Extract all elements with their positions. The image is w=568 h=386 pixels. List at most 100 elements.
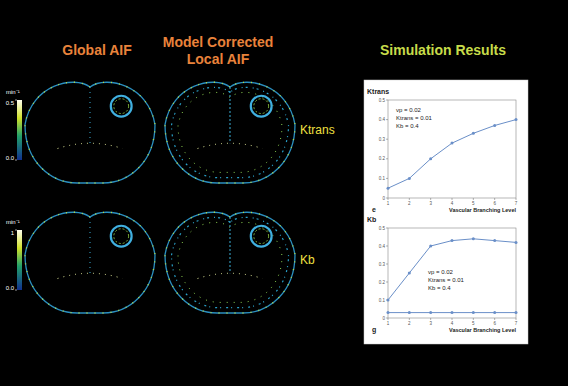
annotation: Kb = 0.4 [428, 285, 451, 291]
point [387, 311, 390, 314]
y-tick-label: 0.3 [379, 262, 386, 267]
x-tick-label: 4 [451, 321, 454, 326]
point [429, 311, 432, 314]
y-tick [386, 100, 388, 101]
point [472, 132, 475, 135]
y-tick-label: 0.1 [379, 176, 386, 181]
point [493, 311, 496, 314]
point [451, 142, 454, 145]
point [472, 237, 475, 240]
y-tick [386, 158, 388, 159]
y-tick [386, 119, 388, 120]
y-tick [386, 264, 388, 265]
y-tick [386, 198, 388, 199]
brain-structure [58, 143, 123, 148]
y-tick-label: 0.2 [379, 280, 386, 285]
plot-frame [388, 228, 516, 318]
brain-outline [165, 212, 295, 313]
x-tick [452, 318, 453, 320]
y-tick-label: 0 [382, 196, 385, 201]
point [429, 245, 432, 248]
x-tick [473, 198, 474, 200]
axis-title: Vascular Branching Level [449, 207, 516, 213]
point [515, 241, 518, 244]
x-tick-label: 2 [408, 321, 411, 326]
global-aif-map [25, 212, 155, 313]
colorbar-unit: min⁻¹ [6, 219, 20, 225]
x-tick-label: 5 [472, 321, 475, 326]
x-tick-label: 7 [515, 321, 518, 326]
title: Global AIF [62, 42, 132, 58]
brain-midline [90, 217, 91, 273]
annotation: Ktrans = 0.01 [396, 115, 433, 121]
data-group [387, 118, 518, 190]
series-line [388, 239, 516, 300]
panel-letter: g [372, 326, 376, 334]
local-aif-map [165, 212, 295, 313]
x-tick [494, 198, 495, 200]
row-label: Kb [300, 253, 315, 267]
x-tick [430, 318, 431, 320]
y-tick [386, 178, 388, 179]
lesion-core [114, 99, 129, 114]
y-tick-label: 0.5 [379, 98, 386, 103]
x-tick [494, 318, 495, 320]
brain-midline [230, 217, 231, 273]
x-tick [409, 318, 410, 320]
x-tick-label: 4 [451, 201, 454, 206]
colorbar-tick-label: 1 [11, 230, 15, 236]
lesion [111, 96, 132, 117]
brain-structure [198, 273, 263, 278]
local-aif-map [165, 82, 295, 183]
x-tick [430, 198, 431, 200]
colorbar-tick [15, 100, 17, 101]
colorbar-unit: min⁻¹ [6, 89, 20, 95]
x-tick-label: 1 [387, 201, 390, 206]
point [408, 311, 411, 314]
brain-outline [25, 212, 155, 313]
x-tick-label: 1 [387, 321, 390, 326]
point [493, 239, 496, 242]
lesion [111, 226, 132, 247]
lesion-core [254, 229, 269, 244]
lesion [251, 226, 272, 247]
colorbar-tick [15, 230, 17, 231]
axis-title: Ktrans [367, 88, 389, 95]
colorbar [17, 100, 22, 160]
chart: 00.10.20.30.40.51234567KbVascular Branch… [367, 216, 518, 334]
series-line [388, 120, 516, 189]
brain-speckle [172, 87, 289, 177]
axis-title: Kb [367, 216, 376, 223]
x-tick-label: 2 [408, 201, 411, 206]
y-tick [386, 139, 388, 140]
point [387, 299, 390, 302]
global-aif-map [25, 82, 155, 183]
y-tick [386, 282, 388, 283]
y-tick [386, 228, 388, 229]
chart-panel [364, 80, 528, 344]
y-tick-label: 0 [382, 316, 385, 321]
x-tick-label: 6 [493, 321, 496, 326]
y-tick [386, 318, 388, 319]
colorbar-tick-label: 0.5 [6, 100, 15, 106]
annotation: vp = 0.02 [396, 107, 422, 113]
lesion [251, 96, 272, 117]
x-tick-label: 5 [472, 201, 475, 206]
title: Model Corrected [163, 34, 273, 50]
y-tick-label: 0.1 [379, 298, 386, 303]
y-tick-label: 0.4 [379, 117, 386, 122]
brain-speckle [165, 212, 295, 313]
panel-letter: e [372, 206, 376, 213]
x-tick [516, 198, 517, 200]
x-tick [388, 198, 389, 200]
x-tick-label: 3 [429, 201, 432, 206]
x-tick-label: 6 [493, 201, 496, 206]
brain-structure [58, 273, 123, 278]
axis-title: Vascular Branching Level [449, 327, 516, 333]
x-tick [409, 198, 410, 200]
y-tick-label: 0.3 [379, 137, 386, 142]
x-tick [516, 318, 517, 320]
colorbar-tick-label: 0.0 [6, 155, 15, 161]
annotation: vp = 0.02 [428, 269, 454, 275]
point [451, 239, 454, 242]
